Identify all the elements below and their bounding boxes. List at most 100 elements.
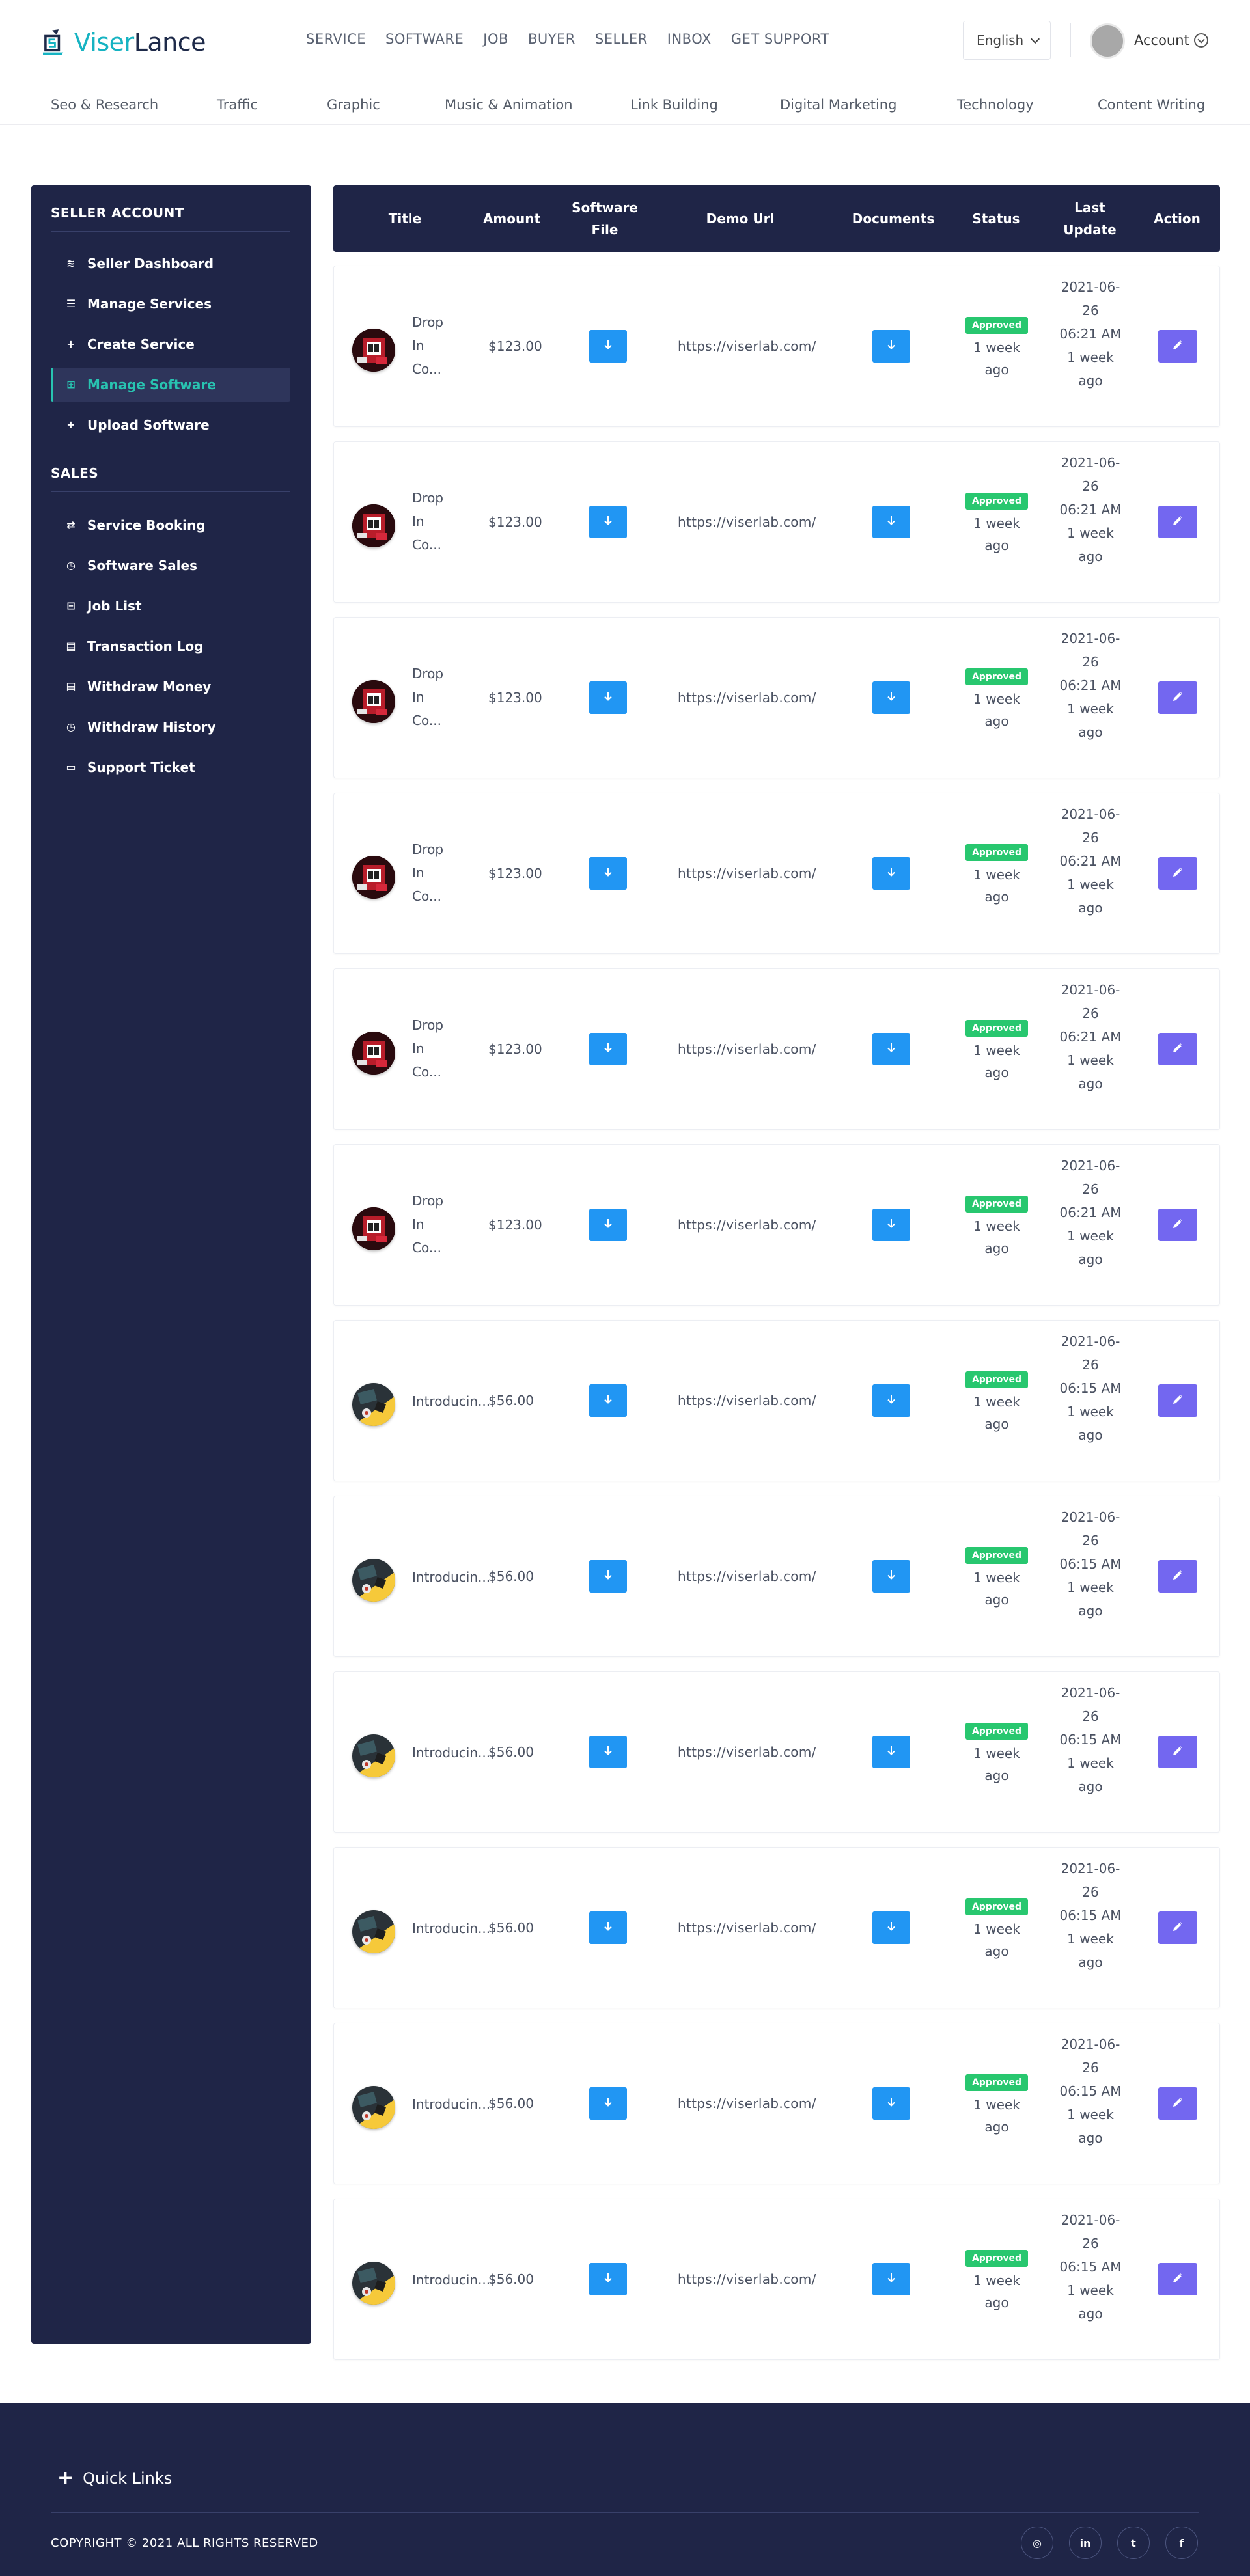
linkedin-icon[interactable]: in bbox=[1069, 2527, 1102, 2559]
demo-url[interactable]: https://viserlab.com/ bbox=[678, 1393, 816, 1408]
edit-button[interactable] bbox=[1158, 1736, 1197, 1768]
demo-url[interactable]: https://viserlab.com/ bbox=[678, 1217, 816, 1233]
edit-button[interactable] bbox=[1158, 506, 1197, 538]
download-documents-button[interactable] bbox=[872, 1384, 910, 1417]
quick-links-toggle[interactable]: + Quick Links bbox=[57, 2467, 172, 2489]
sidebar-item-support-ticket[interactable]: ▭ Support Ticket bbox=[51, 750, 290, 784]
category-technology[interactable]: Technology bbox=[957, 97, 1034, 113]
last-update-ago: 1 week ago bbox=[1067, 2282, 1114, 2322]
sidebar-item-software-sales[interactable]: ◷ Software Sales bbox=[51, 549, 290, 582]
category-graphic[interactable]: Graphic bbox=[327, 97, 380, 113]
download-documents-button[interactable] bbox=[872, 681, 910, 714]
avatar[interactable] bbox=[1090, 23, 1125, 59]
category-seo-research[interactable]: Seo & Research bbox=[51, 97, 159, 113]
sidebar-item-transaction-log[interactable]: ▤ Transaction Log bbox=[51, 629, 290, 663]
download-documents-button[interactable] bbox=[872, 330, 910, 363]
download-software-button[interactable] bbox=[589, 2263, 627, 2295]
category-link-building[interactable]: Link Building bbox=[630, 97, 718, 113]
download-software-button[interactable] bbox=[589, 1736, 627, 1768]
sidebar-item-upload-software[interactable]: + Upload Software bbox=[51, 408, 290, 442]
download-software-button[interactable] bbox=[589, 1560, 627, 1593]
download-software-button[interactable] bbox=[589, 857, 627, 890]
demo-url[interactable]: https://viserlab.com/ bbox=[678, 2096, 816, 2111]
category-music-animation[interactable]: Music & Animation bbox=[445, 97, 573, 113]
sidebar-item-withdraw-history[interactable]: ◷ Withdraw History bbox=[51, 710, 290, 744]
download-documents-button[interactable] bbox=[872, 1911, 910, 1944]
nav-seller[interactable]: SELLER bbox=[594, 31, 648, 47]
category-content-writing[interactable]: Content Writing bbox=[1098, 97, 1206, 113]
download-documents-button[interactable] bbox=[872, 857, 910, 890]
download-icon bbox=[885, 1569, 897, 1583]
nav-service[interactable]: SERVICE bbox=[306, 31, 367, 47]
download-software-button[interactable] bbox=[589, 2087, 627, 2120]
demo-url[interactable]: https://viserlab.com/ bbox=[678, 514, 816, 530]
download-software-button[interactable] bbox=[589, 1911, 627, 1944]
copyright-text: COPYRIGHT © 2021 ALL RIGHTS RESERVED bbox=[51, 2536, 318, 2550]
edit-button[interactable] bbox=[1158, 1560, 1197, 1593]
nav-software[interactable]: SOFTWARE bbox=[385, 31, 464, 47]
demo-url[interactable]: https://viserlab.com/ bbox=[678, 1569, 816, 1584]
logo[interactable]: ViserLance bbox=[43, 20, 206, 65]
edit-button[interactable] bbox=[1158, 1911, 1197, 1944]
demo-url[interactable]: https://viserlab.com/ bbox=[678, 1041, 816, 1057]
last-update-date: 2021-06-26 bbox=[1061, 455, 1120, 494]
download-software-button[interactable] bbox=[589, 506, 627, 538]
language-select[interactable]: English bbox=[963, 21, 1051, 60]
edit-button[interactable] bbox=[1158, 1209, 1197, 1241]
download-software-button[interactable] bbox=[589, 681, 627, 714]
download-software-button[interactable] bbox=[589, 330, 627, 363]
sidebar-item-service-booking[interactable]: ⇄ Service Booking bbox=[51, 508, 290, 542]
demo-url[interactable]: https://viserlab.com/ bbox=[678, 2271, 816, 2287]
status-time-ago: 1 week ago bbox=[973, 1746, 1020, 1783]
software-title: Drop In Co... bbox=[412, 842, 444, 904]
sidebar-item-create-service[interactable]: + Create Service bbox=[51, 327, 290, 361]
last-update: 2021-06-26 06:15 AM 1 week ago bbox=[1055, 2033, 1126, 2150]
history-icon: ◷ bbox=[66, 720, 76, 733]
sidebar-item-job-list[interactable]: ⊟ Job List bbox=[51, 589, 290, 623]
download-documents-button[interactable] bbox=[872, 2087, 910, 2120]
edit-button[interactable] bbox=[1158, 1033, 1197, 1065]
demo-url[interactable]: https://viserlab.com/ bbox=[678, 1744, 816, 1760]
twitter-icon[interactable]: t bbox=[1117, 2527, 1150, 2559]
download-documents-button[interactable] bbox=[872, 1736, 910, 1768]
download-software-button[interactable] bbox=[589, 1209, 627, 1241]
download-documents-button[interactable] bbox=[872, 2263, 910, 2295]
category-traffic[interactable]: Traffic bbox=[217, 97, 258, 113]
nav-get-support[interactable]: GET SUPPORT bbox=[730, 31, 829, 47]
table-row: Introducin... $56.00 https://viserlab.com/… bbox=[333, 1320, 1220, 1481]
last-update-ago: 1 week ago bbox=[1067, 349, 1114, 389]
edit-button[interactable] bbox=[1158, 2087, 1197, 2120]
category-digital-marketing[interactable]: Digital Marketing bbox=[780, 97, 897, 113]
download-software-button[interactable] bbox=[589, 1384, 627, 1417]
download-software-button[interactable] bbox=[589, 1033, 627, 1065]
edit-button[interactable] bbox=[1158, 1384, 1197, 1417]
pencil-icon bbox=[1171, 1568, 1185, 1585]
download-documents-button[interactable] bbox=[872, 1033, 910, 1065]
sidebar-item-seller-dashboard[interactable]: ≋ Seller Dashboard bbox=[51, 247, 290, 281]
demo-url[interactable]: https://viserlab.com/ bbox=[678, 1920, 816, 1936]
sidebar-item-manage-software[interactable]: ⊞ Manage Software bbox=[51, 368, 290, 402]
edit-button[interactable] bbox=[1158, 2263, 1197, 2295]
software-title: Introducin... bbox=[412, 1745, 490, 1761]
account-chevron-icon[interactable] bbox=[1194, 33, 1208, 48]
demo-url[interactable]: https://viserlab.com/ bbox=[678, 866, 816, 881]
edit-button[interactable] bbox=[1158, 330, 1197, 363]
facebook-icon[interactable]: f bbox=[1165, 2527, 1198, 2559]
download-documents-button[interactable] bbox=[872, 506, 910, 538]
edit-button[interactable] bbox=[1158, 857, 1197, 890]
nav-buyer[interactable]: BUYER bbox=[527, 31, 576, 47]
software-amount: $56.00 bbox=[488, 1569, 534, 1584]
sidebar-item-withdraw-money[interactable]: ▤ Withdraw Money bbox=[51, 670, 290, 704]
instagram-icon[interactable]: ◎ bbox=[1021, 2527, 1053, 2559]
demo-url[interactable]: https://viserlab.com/ bbox=[678, 690, 816, 706]
last-update-date: 2021-06-26 bbox=[1061, 279, 1120, 318]
account-menu-label[interactable]: Account bbox=[1134, 33, 1189, 48]
nav-job[interactable]: JOB bbox=[483, 31, 508, 47]
table-row: Introducin... $56.00 https://viserlab.com/… bbox=[333, 1847, 1220, 2008]
download-documents-button[interactable] bbox=[872, 1209, 910, 1241]
edit-button[interactable] bbox=[1158, 681, 1197, 714]
nav-inbox[interactable]: INBOX bbox=[667, 31, 712, 47]
download-documents-button[interactable] bbox=[872, 1560, 910, 1593]
demo-url[interactable]: https://viserlab.com/ bbox=[678, 338, 816, 354]
sidebar-item-manage-services[interactable]: ☰ Manage Services bbox=[51, 287, 290, 321]
